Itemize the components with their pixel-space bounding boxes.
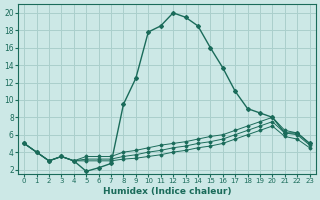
X-axis label: Humidex (Indice chaleur): Humidex (Indice chaleur) [103, 187, 231, 196]
